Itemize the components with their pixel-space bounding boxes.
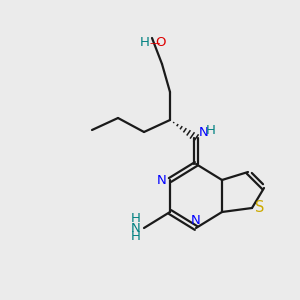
Text: H: H — [206, 124, 216, 136]
Text: N: N — [157, 173, 167, 187]
Text: N: N — [199, 127, 209, 140]
Text: N: N — [131, 221, 141, 235]
Text: S: S — [255, 200, 265, 215]
Text: H: H — [131, 212, 141, 226]
Text: O: O — [156, 37, 166, 50]
Text: —: — — [150, 38, 160, 48]
Text: H: H — [131, 230, 141, 244]
Text: H: H — [140, 37, 150, 50]
Text: N: N — [191, 214, 201, 227]
